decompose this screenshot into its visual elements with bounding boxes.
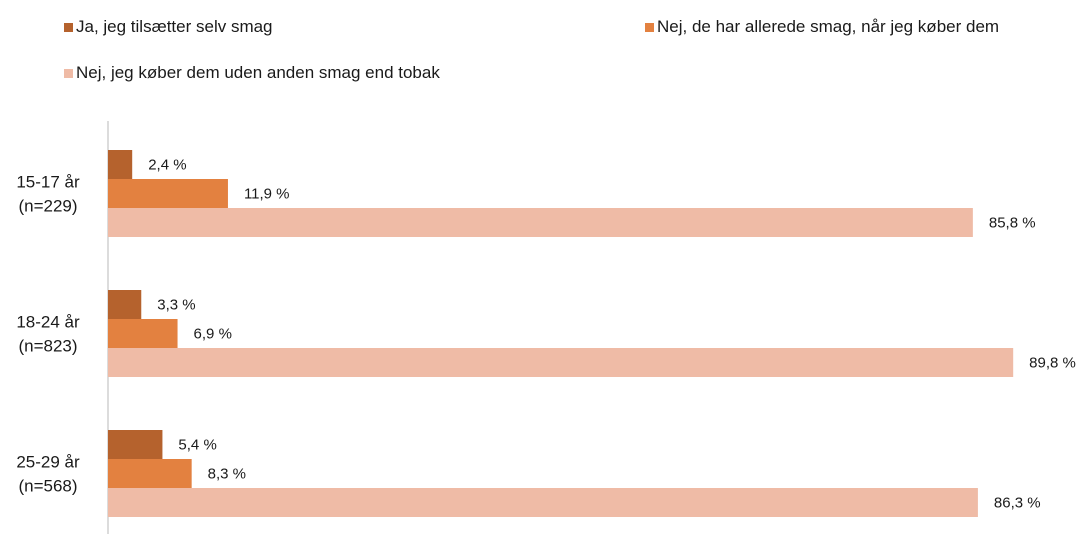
category-label-1-line-1: 15-17 år bbox=[16, 173, 80, 192]
bar-series-3-category-3 bbox=[108, 488, 978, 517]
bar-series-3-category-2 bbox=[108, 348, 1013, 377]
data-label-series-1-category-3: 5,4 % bbox=[178, 437, 216, 454]
bar-series-2-category-2 bbox=[108, 319, 178, 348]
category-label-3-line-1: 25-29 år bbox=[16, 453, 80, 472]
category-label-1-line-2: (n=229) bbox=[18, 197, 77, 216]
bar-series-3-category-1 bbox=[108, 208, 973, 237]
bar-series-2-category-1 bbox=[108, 179, 228, 208]
data-label-series-3-category-2: 89,8 % bbox=[1029, 355, 1076, 372]
data-label-series-1-category-2: 3,3 % bbox=[157, 297, 195, 314]
bar-series-1-category-1 bbox=[108, 150, 132, 179]
category-label-2-line-1: 18-24 år bbox=[16, 313, 80, 332]
bar-series-1-category-3 bbox=[108, 430, 162, 459]
data-label-series-3-category-1: 85,8 % bbox=[989, 215, 1036, 232]
data-label-series-2-category-3: 8,3 % bbox=[208, 466, 246, 483]
bar-series-1-category-2 bbox=[108, 290, 141, 319]
data-label-series-3-category-3: 86,3 % bbox=[994, 495, 1041, 512]
data-label-series-2-category-2: 6,9 % bbox=[194, 326, 232, 343]
category-label-3-line-2: (n=568) bbox=[18, 477, 77, 496]
bar-series-2-category-3 bbox=[108, 459, 192, 488]
category-label-2-line-2: (n=823) bbox=[18, 337, 77, 356]
data-label-series-1-category-1: 2,4 % bbox=[148, 157, 186, 174]
data-label-series-2-category-1: 11,9 % bbox=[244, 186, 290, 203]
